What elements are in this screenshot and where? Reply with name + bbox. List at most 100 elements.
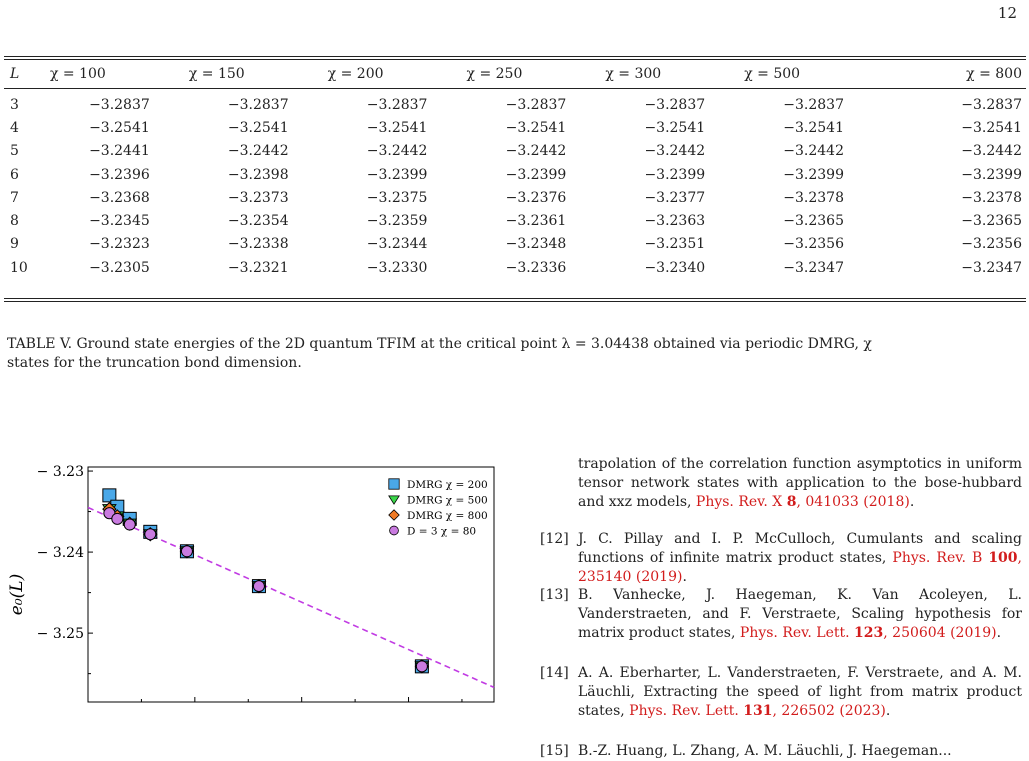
table-top-rule-2 (4, 59, 1026, 60)
table-cell: −3.2368 (89, 189, 150, 206)
reference-link[interactable]: , 250604 (2019) (883, 625, 997, 641)
column-header-chi-200: χ = 200 (327, 66, 384, 82)
table-cell: −3.2344 (366, 236, 428, 253)
column-header-chi-100: χ = 100 (50, 66, 106, 82)
table-cell: −3.2541 (505, 119, 567, 136)
table-cell: 5 (10, 143, 19, 160)
table-cell: −3.2541 (227, 119, 289, 136)
table-row: 5 −3.2441 −3.2442 −3.2442 −3.2442 −3.244… (6, 140, 1022, 163)
table-cell: −3.2361 (505, 213, 567, 230)
reference-link[interactable]: 8 (786, 494, 797, 510)
reference-link[interactable]: 123 (854, 625, 884, 641)
reference-item: trapolation of the correlation function … (540, 455, 1022, 512)
data-point (415, 660, 428, 673)
data-point (111, 512, 124, 525)
caption-line-2: states for the truncation bond dimension… (7, 355, 302, 371)
table-cell: −3.2399 (366, 166, 428, 183)
y-tick-label: − 3.25 (37, 626, 84, 642)
legend-marker (388, 478, 400, 490)
table-cell: −3.2541 (783, 119, 844, 136)
table-cell: 3 (10, 96, 19, 113)
reference-link[interactable]: Phys. Rev. B (892, 550, 989, 566)
table-cell: −3.2338 (227, 236, 289, 253)
data-point (144, 528, 157, 541)
reference-number: [15] (540, 743, 569, 759)
table-cell: −3.2398 (227, 166, 289, 183)
table-bottom-rule-2 (4, 301, 1026, 302)
column-header-chi-150: χ = 150 (188, 66, 245, 82)
table-cell: −3.2541 (89, 119, 150, 136)
table-top-rule (4, 56, 1026, 57)
table-cell: 8 (10, 213, 19, 230)
table-cell: −3.2340 (644, 259, 706, 276)
table-cell: −3.2373 (227, 189, 289, 206)
legend-marker (389, 525, 399, 536)
reference-text: . (682, 569, 687, 585)
table-cell: −3.2399 (783, 166, 844, 183)
reference-item: [14] A. A. Eberharter, L. Vanderstraeten,… (540, 664, 1022, 721)
reference-text: trapolation of the correlation function … (578, 456, 1022, 510)
legend-label: DMRG χ = 200 (407, 479, 488, 491)
reference-item: [13] B. Vanhecke, J. Haegeman, K. Van Aco… (540, 586, 1022, 643)
table-cell: −3.2365 (783, 213, 844, 230)
y-axis-label: e₀(L) (7, 574, 27, 615)
data-point (252, 580, 265, 593)
reference-link[interactable]: 131 (743, 703, 773, 719)
energy-scaling-chart: 0.0000.0050.0100.015− 3.23− 3.24− 3.25L⁻… (7, 464, 495, 703)
table-cell: 7 (10, 189, 19, 206)
table-cell: −3.2399 (961, 166, 1022, 183)
table-cell: −3.2837 (961, 96, 1022, 113)
column-header-chi-300: χ = 300 (605, 66, 662, 82)
reference-link[interactable]: 100 (988, 550, 1018, 566)
reference-link[interactable]: Phys. Rev. X (695, 494, 787, 510)
table-cell: −3.2321 (227, 259, 289, 276)
table-cell: −3.2365 (961, 213, 1022, 230)
data-point (123, 518, 136, 531)
table-cell: −3.2354 (227, 213, 289, 230)
table-cell: −3.2837 (505, 96, 567, 113)
caption-line-1: TABLE V. Ground state energies of the 2D… (7, 336, 872, 352)
table-cell: −3.2347 (961, 259, 1022, 276)
column-header-l: L (10, 66, 20, 82)
table-cell: −3.2347 (783, 259, 844, 276)
reference-link[interactable]: Phys. Rev. Lett. (739, 625, 855, 641)
reference-number: [12] (540, 531, 569, 547)
table-cell: −3.2356 (783, 236, 844, 253)
table-cell: −3.2399 (644, 166, 706, 183)
table-row: 10 −3.2305 −3.2321 −3.2330 −3.2336 −3.23… (6, 256, 1022, 279)
table-cell: −3.2399 (505, 166, 567, 183)
table-cell: −3.2348 (505, 236, 567, 253)
table-cell: −3.2837 (227, 96, 289, 113)
table-row: 4 −3.2541 −3.2541 −3.2541 −3.2541 −3.254… (6, 116, 1022, 139)
reference-text: . (909, 494, 915, 510)
page-number: 12 (997, 4, 1017, 22)
reference-link[interactable]: , 226502 (2023) (772, 703, 886, 719)
reference-link[interactable]: Phys. Rev. Lett. (629, 703, 744, 719)
table-header-row: L χ = 100 χ = 150 χ = 200 χ = 250 χ = 30… (6, 61, 1022, 87)
legend-label: D = 3 χ = 80 (407, 526, 476, 538)
column-header-chi-800: χ = 800 (966, 66, 1022, 82)
reference-text: B.-Z. Huang, L. Zhang, A. M. Läuchli, J.… (578, 743, 952, 759)
table-cell: −3.2442 (961, 143, 1022, 160)
reference-link[interactable]: , 235140 (2019) (578, 550, 1022, 585)
table-cell: −3.2375 (366, 189, 428, 206)
reference-text: . (996, 625, 1002, 641)
table-cell: −3.2541 (961, 119, 1022, 136)
table-cell: −3.2442 (227, 143, 289, 160)
data-point (102, 488, 117, 503)
energy-table: L χ = 100 χ = 150 χ = 200 χ = 250 χ = 30… (6, 61, 1022, 279)
table-cell: −3.2442 (783, 143, 844, 160)
table-cell: −3.2378 (961, 189, 1022, 206)
table-cell: −3.2351 (644, 236, 706, 253)
data-point (180, 545, 193, 558)
reference-item: [15] B.-Z. Huang, L. Zhang, A. M. Läuchli… (540, 742, 1022, 761)
reference-link[interactable]: , 041033 (2018) (796, 494, 910, 510)
reference-text: A. A. Eberharter, L. Vanderstraeten, F. … (578, 665, 1022, 719)
table-cell: −3.2323 (89, 236, 150, 253)
table-row: 7 −3.2368 −3.2373 −3.2375 −3.2376 −3.237… (6, 186, 1022, 209)
table-row: 6 −3.2396 −3.2398 −3.2399 −3.2399 −3.239… (6, 163, 1022, 186)
legend-marker (388, 495, 400, 505)
table-cell: −3.2305 (89, 259, 150, 276)
table-bottom-rule (4, 298, 1026, 299)
y-tick-label: − 3.24 (37, 545, 84, 561)
